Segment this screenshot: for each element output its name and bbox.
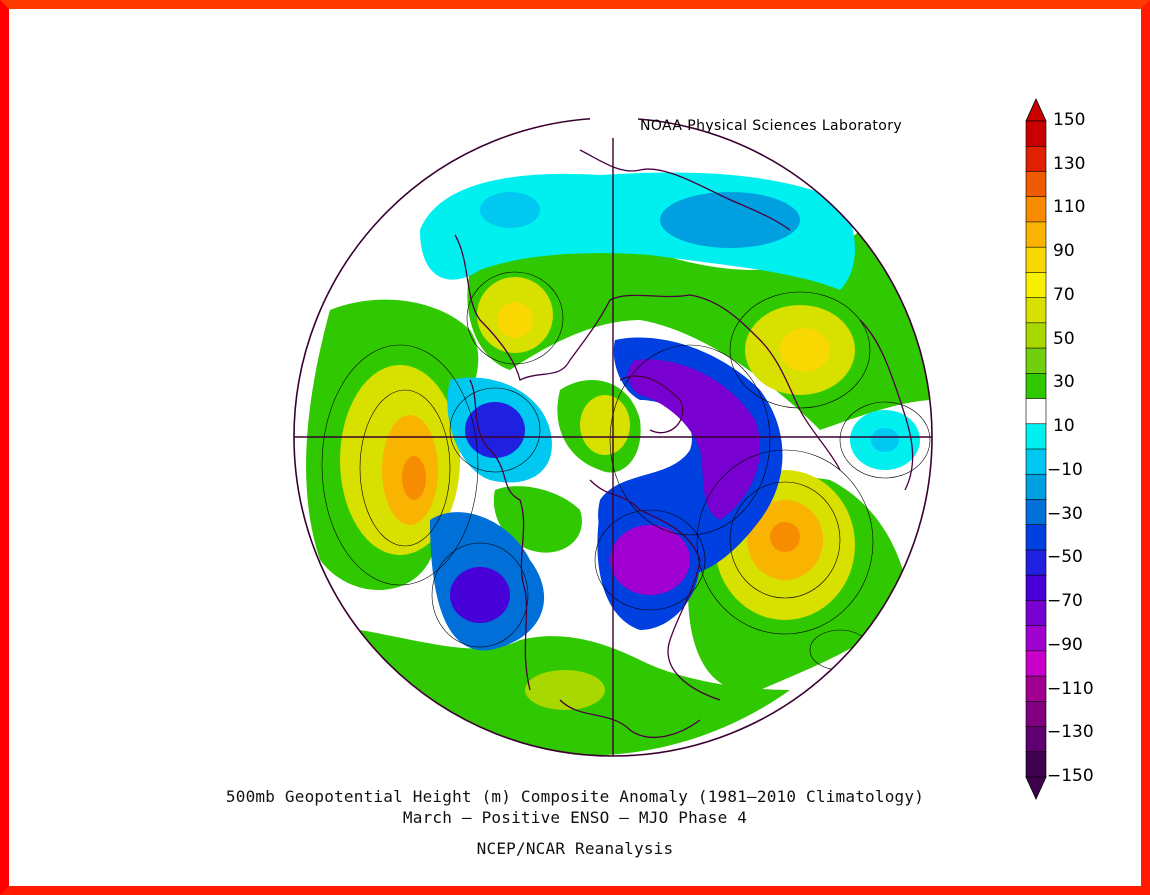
negative-core-tropics-east <box>660 192 800 248</box>
colorbar-swatch <box>1025 347 1047 375</box>
colorbar-swatch <box>1025 171 1047 198</box>
colorbar-swatch <box>1025 196 1047 223</box>
colorbar-swatch <box>1025 574 1047 602</box>
colorbar-tick-label: −70 <box>1047 591 1083 612</box>
colorbar-tick-label: −130 <box>1047 722 1094 743</box>
positive-core-pole <box>580 395 630 455</box>
colorbar-swatch <box>1025 373 1047 400</box>
colorbar-swatch <box>1025 272 1047 299</box>
lab-label: NOAA Physical Sciences Laboratory <box>590 116 930 138</box>
colorbar-swatch <box>1025 322 1047 349</box>
colorbar-tick-label: −110 <box>1047 678 1094 699</box>
colorbar-tick-label: −10 <box>1047 459 1083 480</box>
colorbar-tick-label: −30 <box>1047 503 1083 524</box>
colorbar-swatch <box>1025 448 1047 476</box>
colorbar-swatch <box>1025 726 1047 753</box>
colorbar-swatch <box>1025 701 1047 728</box>
contour-lines <box>321 271 931 671</box>
colorbar-swatch <box>1025 398 1047 425</box>
colorbar-swatch <box>1025 246 1047 274</box>
positive-anomaly-central <box>493 486 582 553</box>
positive-core-pacific-inner <box>770 522 800 552</box>
positive-core-europe-inner <box>497 302 533 338</box>
colorbar-swatch <box>1025 524 1047 551</box>
positive-core-south <box>525 670 605 710</box>
colorbar <box>1025 98 1047 800</box>
colorbar-swatch <box>1025 600 1047 627</box>
negative-core-europe <box>465 402 525 458</box>
colorbar-top-arrow <box>1025 98 1047 122</box>
caption-subtitle: March – Positive ENSO – MJO Phase 4 <box>402 808 748 827</box>
negative-core-tropics-west <box>480 192 540 228</box>
colorbar-swatch <box>1025 120 1047 148</box>
colorbar-tick-label: 110 <box>1053 197 1086 218</box>
colorbar-tick-label: 50 <box>1053 328 1075 349</box>
colorbar-tick-label: 30 <box>1053 372 1075 393</box>
colorbar-swatch <box>1025 675 1047 703</box>
lab-label-text: NOAA Physical Sciences Laboratory <box>640 118 903 134</box>
colorbar-swatch <box>1025 625 1047 652</box>
negative-core-pacific-east <box>871 428 899 452</box>
coastlines <box>454 149 914 738</box>
colorbar-swatch <box>1025 549 1047 576</box>
negative-core-canada <box>610 525 690 595</box>
colorbar-tick-label: 70 <box>1053 284 1075 305</box>
anomaly-map <box>294 118 932 756</box>
colorbar-swatch <box>1025 473 1047 501</box>
colorbar-swatch <box>1025 297 1047 324</box>
positive-core-atlantic-inner <box>402 456 426 500</box>
colorbar-bottom-arrow <box>1025 776 1047 800</box>
caption-source: NCEP/NCAR Reanalysis <box>476 839 674 858</box>
colorbar-tick-label: 10 <box>1053 416 1075 437</box>
colorbar-swatch <box>1025 221 1047 248</box>
caption-title: 500mb Geopotential Height (m) Composite … <box>225 787 925 806</box>
negative-core-arctic <box>628 359 761 520</box>
colorbar-swatch <box>1025 499 1047 526</box>
colorbar-swatch <box>1025 650 1047 677</box>
colorbar-tick-label: −150 <box>1047 766 1094 786</box>
negative-core-atlantic-south <box>450 567 510 623</box>
colorbar-tick-label: 150 <box>1053 110 1086 130</box>
colorbar-tick-label: −90 <box>1047 634 1083 655</box>
colorbar-swatch <box>1025 145 1047 173</box>
colorbar-tick-label: 90 <box>1053 241 1075 262</box>
colorbar-swatch <box>1025 751 1047 778</box>
colorbar-tick-label: 130 <box>1053 153 1086 174</box>
colorbar-swatch <box>1025 423 1047 450</box>
colorbar-tick-label: −50 <box>1047 547 1083 568</box>
positive-core-siberia-inner <box>780 328 830 372</box>
